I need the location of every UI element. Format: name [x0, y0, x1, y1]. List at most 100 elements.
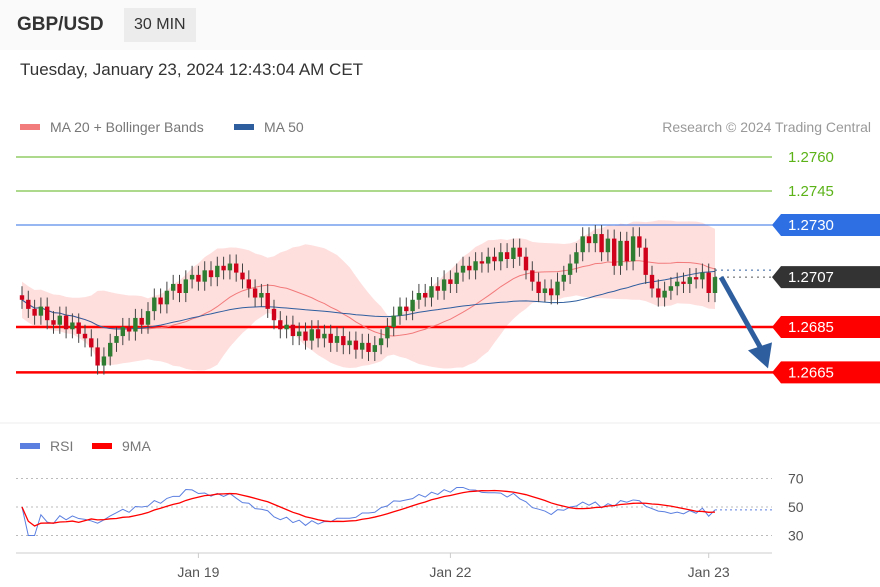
- candle-body: [171, 283, 176, 291]
- candle-body: [454, 272, 459, 284]
- level-label-1.2745: 1.2745: [788, 183, 834, 200]
- candle-body: [189, 274, 195, 280]
- candle-body: [328, 333, 333, 343]
- rsi-swatch: [20, 443, 40, 449]
- legend-ma50: MA 50: [234, 119, 304, 135]
- candle-body: [145, 311, 151, 325]
- candle-body: [612, 238, 617, 266]
- candle-body: [57, 315, 62, 325]
- candle-body: [19, 295, 25, 300]
- candle-body: [315, 329, 321, 339]
- x-tick-label: Jan 19: [177, 564, 219, 580]
- candle-body: [517, 247, 522, 257]
- candle-body: [240, 272, 245, 280]
- forecast-arrow: [718, 275, 765, 352]
- candle-body: [448, 279, 453, 284]
- level-label-1.2730: 1.2730: [788, 217, 834, 234]
- candle-body: [473, 261, 478, 271]
- pair-title: GBP/USD: [17, 14, 104, 35]
- level-label-1.2760: 1.2760: [788, 149, 834, 166]
- candle-body: [555, 281, 560, 296]
- candle-body: [177, 283, 182, 293]
- credit: Research © 2024 Trading Central: [662, 119, 871, 135]
- candle-body: [643, 247, 648, 275]
- ma20-swatch: [20, 124, 40, 130]
- candle-body: [183, 279, 188, 293]
- candle-body: [120, 327, 125, 337]
- candle-body: [158, 297, 163, 305]
- candle-body: [561, 274, 566, 282]
- candle-body: [208, 270, 214, 278]
- rsi-tick-30: 30: [788, 528, 804, 544]
- candle-body: [252, 288, 258, 298]
- forecast-arrowhead: [748, 342, 772, 369]
- candle-body: [404, 306, 409, 312]
- bollinger-band: [22, 220, 715, 371]
- candle-body: [126, 327, 132, 332]
- candle-body: [618, 240, 623, 266]
- candle-body: [45, 306, 50, 321]
- candle-body: [26, 299, 31, 309]
- candle-body: [152, 297, 157, 312]
- candle-body: [693, 277, 699, 280]
- candle-body: [549, 288, 554, 296]
- candle-body: [259, 293, 264, 298]
- candle-body: [372, 345, 377, 352]
- candle-body: [82, 333, 88, 339]
- candle-body: [567, 263, 573, 275]
- candle-body: [378, 338, 384, 346]
- candle-body: [51, 320, 56, 325]
- candle-body: [593, 234, 598, 244]
- datetime: Tuesday, January 23, 2024 12:43:04 AM CE…: [20, 60, 364, 79]
- candle-body: [366, 342, 371, 352]
- candle-body: [536, 281, 541, 293]
- x-tick-label: Jan 22: [429, 564, 471, 580]
- candle-body: [700, 272, 705, 280]
- legend-rsi-ma: 9MA: [92, 438, 151, 454]
- level-label-1.2685: 1.2685: [788, 319, 834, 336]
- candle-body: [542, 288, 548, 293]
- candle-body: [423, 293, 428, 298]
- candle-body: [108, 342, 113, 357]
- candle-body: [599, 234, 604, 253]
- rsi-ma-line: [21, 489, 716, 527]
- candle-body: [133, 317, 138, 332]
- candle-body: [227, 263, 233, 271]
- candle-body: [347, 340, 352, 346]
- level-tag-1.2730: [772, 214, 880, 236]
- level-label-1.2665: 1.2665: [788, 364, 834, 381]
- candle-body: [271, 308, 277, 321]
- legend-ma20: MA 20 + Bollinger Bands: [20, 119, 204, 135]
- candle-body: [221, 265, 226, 271]
- candle-body: [246, 279, 251, 289]
- candle-body: [467, 265, 472, 271]
- candle-body: [605, 238, 611, 253]
- candle-body: [139, 317, 144, 325]
- candle-body: [297, 331, 302, 337]
- x-tick-label: Jan 23: [688, 564, 730, 580]
- candle-body: [498, 252, 503, 262]
- candle-body: [675, 281, 680, 287]
- candle-body: [309, 329, 314, 341]
- candle-body: [530, 270, 535, 282]
- candle-body: [656, 288, 661, 298]
- legend-rsi: RSI: [20, 438, 73, 454]
- timeframe-badge[interactable]: 30 MIN: [124, 8, 196, 42]
- rsi-tick-70: 70: [788, 471, 804, 487]
- candle-body: [322, 333, 327, 339]
- candle-body: [681, 281, 686, 284]
- candle-body: [70, 322, 75, 330]
- candle-body: [416, 293, 422, 300]
- candle-body: [234, 263, 239, 273]
- level-tag-1.2707: [772, 266, 880, 289]
- candle-body: [574, 252, 579, 264]
- candle-body: [95, 347, 100, 366]
- header: GBP/USD 30 MIN: [0, 0, 880, 50]
- rsi-line: [21, 486, 716, 536]
- candle-body: [101, 356, 107, 366]
- candle-body: [523, 256, 529, 271]
- candle-body: [429, 286, 434, 298]
- candle-body: [460, 265, 466, 273]
- candle-body: [334, 336, 340, 343]
